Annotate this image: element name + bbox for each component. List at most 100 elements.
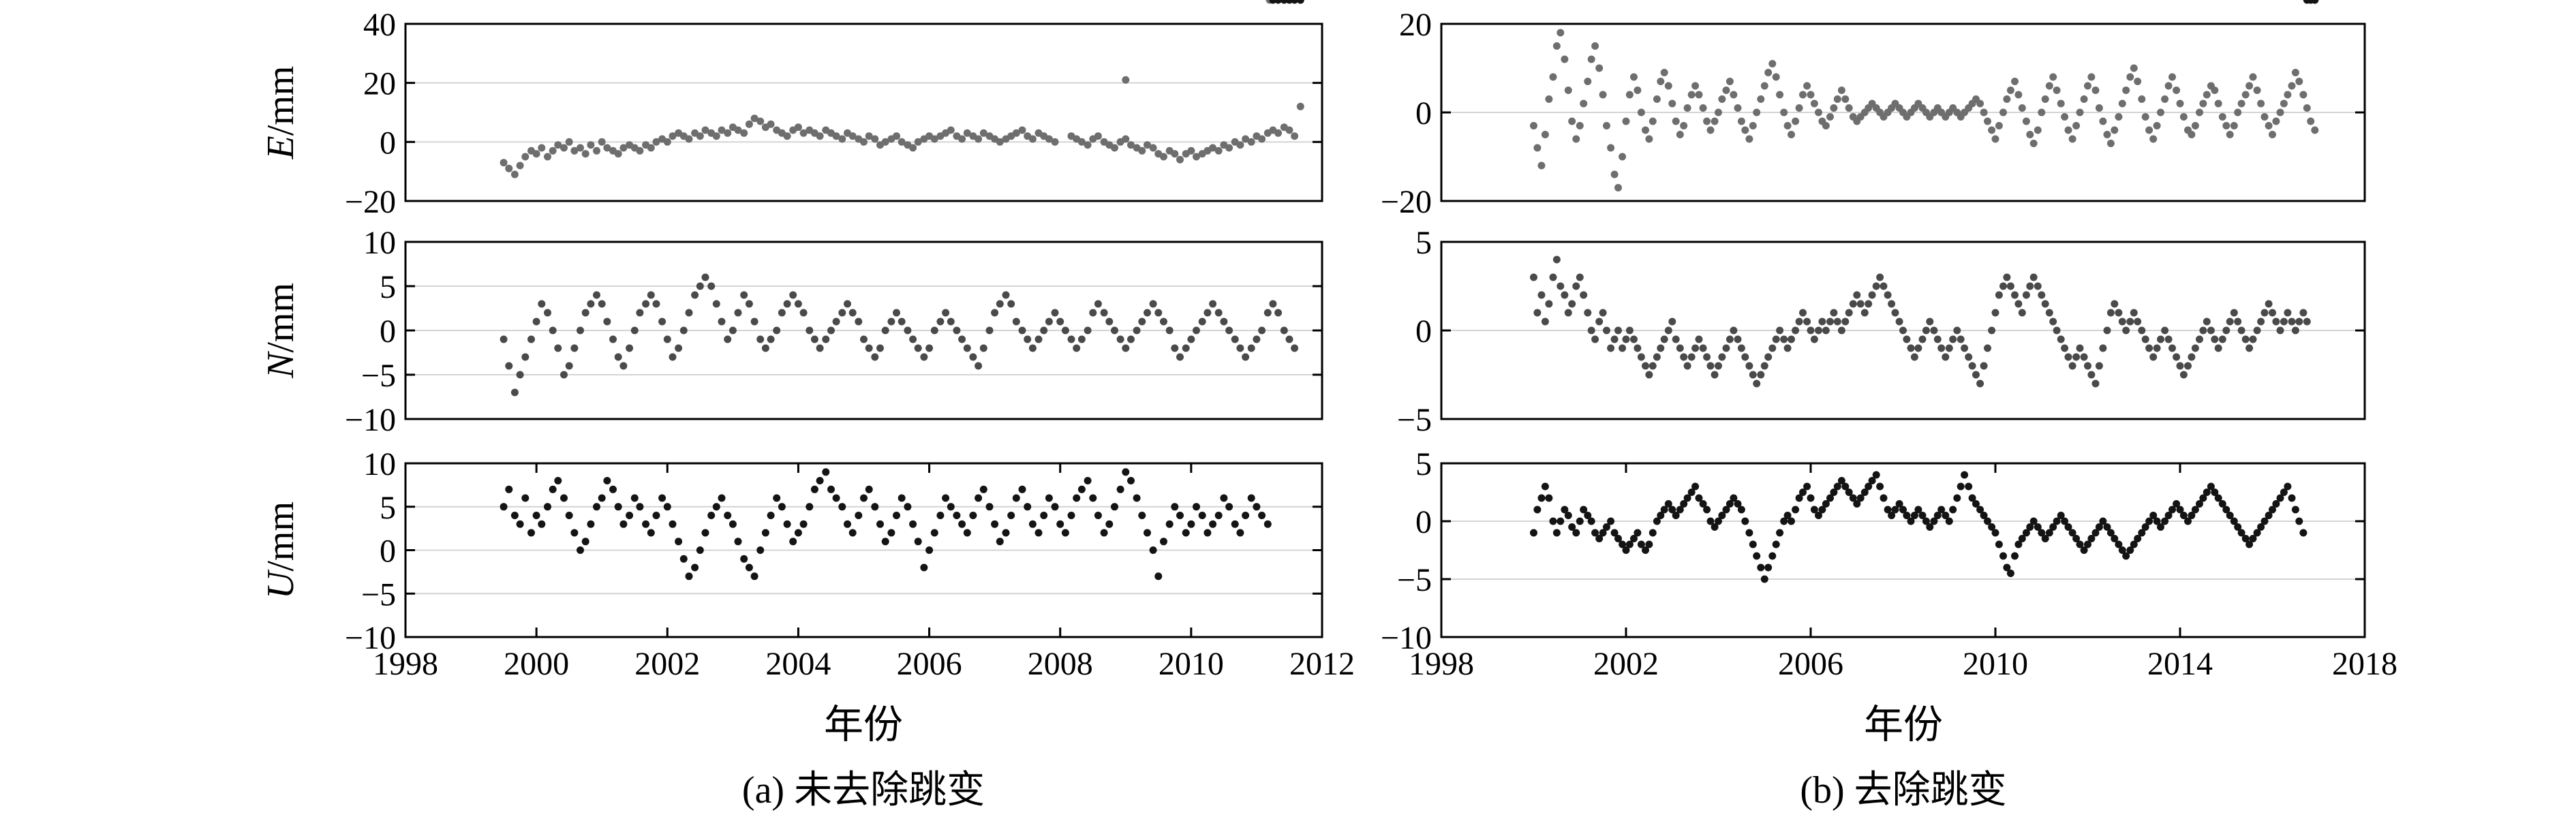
y-axis-label: U/mm xyxy=(260,501,302,599)
data-point xyxy=(1703,506,1711,514)
data-point xyxy=(761,529,769,537)
data-point xyxy=(2106,309,2115,317)
data-point xyxy=(925,344,934,352)
data-point xyxy=(1922,326,1930,335)
data-point xyxy=(1788,131,1795,138)
data-point xyxy=(2041,95,2049,103)
data-point xyxy=(1568,300,1576,308)
data-point xyxy=(1242,353,1250,361)
data-point xyxy=(838,503,846,511)
data-point xyxy=(740,555,748,563)
data-point xyxy=(669,353,677,361)
data-point xyxy=(1991,135,1999,143)
y-tick-label: 0 xyxy=(1415,313,1432,350)
data-point xyxy=(1568,523,1576,531)
data-point xyxy=(701,529,709,537)
data-point xyxy=(1094,300,1102,308)
data-point xyxy=(1018,485,1026,493)
data-point xyxy=(1056,317,1064,326)
data-point xyxy=(521,153,530,161)
data-point xyxy=(953,326,961,335)
subplot-a-N: −10 −5 0 5 10 N/mm xyxy=(260,0,1323,438)
data-point xyxy=(1649,362,1657,370)
data-point xyxy=(1903,335,1911,343)
data-point xyxy=(729,520,737,528)
x-tick-label: 2008 xyxy=(1028,646,1093,682)
data-point xyxy=(969,353,977,361)
data-point xyxy=(581,309,589,317)
data-point xyxy=(1111,503,1118,511)
data-point xyxy=(1822,500,1830,508)
data-point xyxy=(1561,291,1569,299)
data-point xyxy=(1576,122,1584,129)
data-point xyxy=(2176,99,2184,108)
y-tick-label: −5 xyxy=(361,358,396,394)
data-point xyxy=(2207,326,2215,335)
data-point xyxy=(1768,344,1777,352)
y-tick-label: −20 xyxy=(1381,184,1432,220)
data-point xyxy=(822,335,830,343)
data-point xyxy=(2034,126,2042,134)
data-point xyxy=(2111,535,2119,542)
data-point xyxy=(876,344,884,352)
data-point xyxy=(2199,99,2207,108)
data-point xyxy=(2260,113,2269,121)
data-point xyxy=(1706,362,1715,370)
data-point xyxy=(1695,335,1703,343)
data-point xyxy=(609,335,617,343)
data-point xyxy=(2188,353,2196,361)
data-point xyxy=(1953,326,1961,335)
data-point xyxy=(1203,309,1212,317)
data-point xyxy=(538,144,546,152)
data-point xyxy=(1018,326,1026,335)
data-point xyxy=(554,477,562,484)
data-point xyxy=(2253,529,2261,537)
data-point xyxy=(2145,344,2153,352)
data-point xyxy=(2106,140,2115,147)
data-point xyxy=(898,317,906,326)
data-point xyxy=(1980,108,1988,117)
data-point xyxy=(647,529,655,537)
data-point xyxy=(1895,317,1903,326)
data-point xyxy=(2014,300,2023,308)
data-point xyxy=(1764,69,1773,76)
data-point xyxy=(1209,300,1217,308)
data-point xyxy=(827,485,835,493)
data-point xyxy=(1149,144,1157,152)
data-point xyxy=(953,512,961,519)
data-point xyxy=(614,503,622,511)
data-point xyxy=(675,538,683,546)
data-point xyxy=(1171,503,1179,511)
data-point xyxy=(2126,73,2134,81)
data-point xyxy=(587,300,595,308)
data-point xyxy=(1872,471,1880,479)
data-point xyxy=(979,485,987,493)
data-point xyxy=(2134,317,2142,326)
data-point xyxy=(516,520,524,528)
data-point xyxy=(2299,529,2307,537)
data-point xyxy=(724,129,732,137)
data-point xyxy=(1822,122,1830,129)
data-point xyxy=(958,335,966,343)
data-point xyxy=(521,353,530,361)
data-point xyxy=(1764,563,1773,572)
data-point xyxy=(2057,335,2065,343)
data-point xyxy=(838,135,846,143)
data-point xyxy=(2218,335,2226,343)
data-point xyxy=(1884,506,1892,514)
data-point xyxy=(1549,517,1557,525)
data-point xyxy=(2284,91,2292,99)
data-point xyxy=(2299,91,2307,99)
data-point xyxy=(958,520,966,528)
data-point xyxy=(1815,108,1822,117)
y-tick-label: 0 xyxy=(1415,504,1432,540)
data-point xyxy=(1830,489,1838,496)
data-point xyxy=(2045,529,2053,537)
data-point xyxy=(2173,353,2181,361)
data-point xyxy=(1780,108,1788,117)
data-point xyxy=(2191,122,2199,129)
data-point xyxy=(1933,335,1942,343)
data-point xyxy=(2288,82,2296,90)
data-point xyxy=(1999,282,2007,290)
